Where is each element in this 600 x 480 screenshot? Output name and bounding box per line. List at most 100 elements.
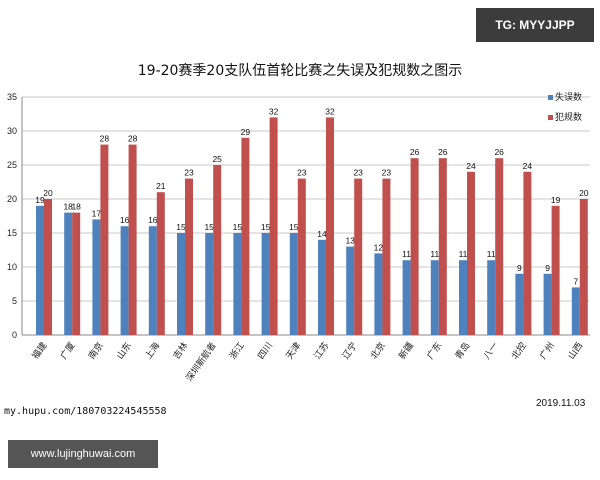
bar-fouls [467,171,475,335]
x-tick-label: 天津 [284,340,303,361]
bar-fouls [241,137,250,335]
chart-title: 19-20赛季20支队伍首轮比赛之失误及犯规数之图示 [137,63,463,79]
x-tick-label: 南京 [86,340,106,362]
y-tick-label: 20 [7,194,17,204]
data-label: 26 [410,147,420,157]
data-label: 23 [382,168,392,178]
data-label: 23 [184,168,194,178]
bar-turnovers [233,233,242,335]
data-label: 19 [35,195,45,205]
bar-fouls [44,199,52,335]
date-label: 2019.11.03 [536,398,586,409]
y-tick-label: 25 [7,160,17,170]
data-label: 16 [148,215,158,225]
data-label: 23 [297,168,307,178]
bar-fouls [438,158,447,335]
data-label: 7 [573,276,578,286]
data-label: 29 [241,127,251,137]
data-label: 15 [204,222,214,232]
x-tick-label: 北京 [368,340,388,362]
y-tick-label: 0 [12,330,17,340]
x-tick-label: 江苏 [311,340,331,362]
bar-fouls [326,117,334,336]
bar-fouls [100,144,109,335]
bar-fouls [410,158,419,335]
x-tick-label: 青岛 [452,340,472,362]
data-label: 11 [430,249,439,259]
data-label: 9 [545,263,550,273]
x-tick-label: 吉林 [170,340,190,362]
bar-turnovers [430,260,439,335]
telegram-badge: TG: MYYJJPP [476,8,594,42]
bar-turnovers [289,233,298,335]
bar-turnovers [487,260,496,335]
data-label: 18 [71,202,81,212]
bar-fouls [551,205,560,335]
bar-turnovers [515,273,524,335]
y-tick-label: 30 [7,126,17,136]
bar-turnovers [36,205,44,335]
data-label: 16 [120,215,130,225]
data-label: 28 [128,134,138,144]
bar-fouls [128,144,137,335]
data-label: 24 [523,161,533,171]
y-tick-label: 35 [7,92,17,102]
data-label: 15 [233,222,243,232]
data-label: 24 [466,161,476,171]
data-label: 28 [100,134,110,144]
bar-turnovers [459,260,467,335]
data-label: 14 [317,229,327,239]
bar-fouls [523,171,532,335]
bar-turnovers [402,260,411,335]
bar-fouls [72,212,81,335]
x-tick-label: 山西 [566,340,585,361]
bar-turnovers [148,226,157,335]
data-label: 12 [374,242,384,252]
bar-fouls [213,165,222,335]
source-url: my.hupu.com/180703224545558 [4,406,167,417]
bar-turnovers [346,246,355,335]
bar-fouls [269,117,278,336]
bar-fouls [297,178,306,335]
bar-fouls [579,199,588,335]
x-tick-label: 上海 [142,340,162,362]
y-tick-label: 5 [12,296,17,306]
y-tick-label: 15 [7,228,17,238]
data-label: 9 [517,263,522,273]
data-label: 26 [494,147,504,157]
bar-fouls [156,192,165,335]
bar-fouls [354,178,363,335]
bar-turnovers [177,233,185,335]
x-tick-label: 广东 [424,340,444,362]
bar-turnovers [92,219,101,335]
x-tick-label: 广厦 [57,340,77,362]
x-tick-label: 福建 [29,340,49,362]
x-tick-label: 广州 [537,340,557,362]
data-label: 18 [63,202,73,212]
x-tick-label: 山东 [114,340,134,362]
bar-turnovers [261,233,270,335]
bar-turnovers [543,273,552,335]
data-label: 11 [487,249,496,259]
bar-turnovers [64,212,73,335]
bar-fouls [495,158,504,335]
data-label: 20 [43,188,53,198]
bar-turnovers [120,226,129,335]
bar-fouls [185,178,193,335]
data-label: 15 [176,222,186,232]
data-label: 15 [289,222,299,232]
bar-chart: 051015202530351920福建1818广厦1728南京1628山东16… [7,91,590,384]
data-label: 21 [156,181,166,191]
legend-label: 犯规数 [555,111,582,123]
data-label: 11 [459,249,468,259]
bar-turnovers [205,233,214,335]
legend-swatch [548,95,553,100]
x-tick-label: 四川 [257,341,276,361]
legend-swatch [548,115,553,120]
x-tick-label: 新疆 [396,340,416,362]
data-label: 11 [402,249,411,259]
x-tick-label: 八一 [482,341,501,361]
bar-turnovers [318,239,326,335]
bar-turnovers [374,253,383,335]
x-tick-label: 浙江 [227,340,247,362]
